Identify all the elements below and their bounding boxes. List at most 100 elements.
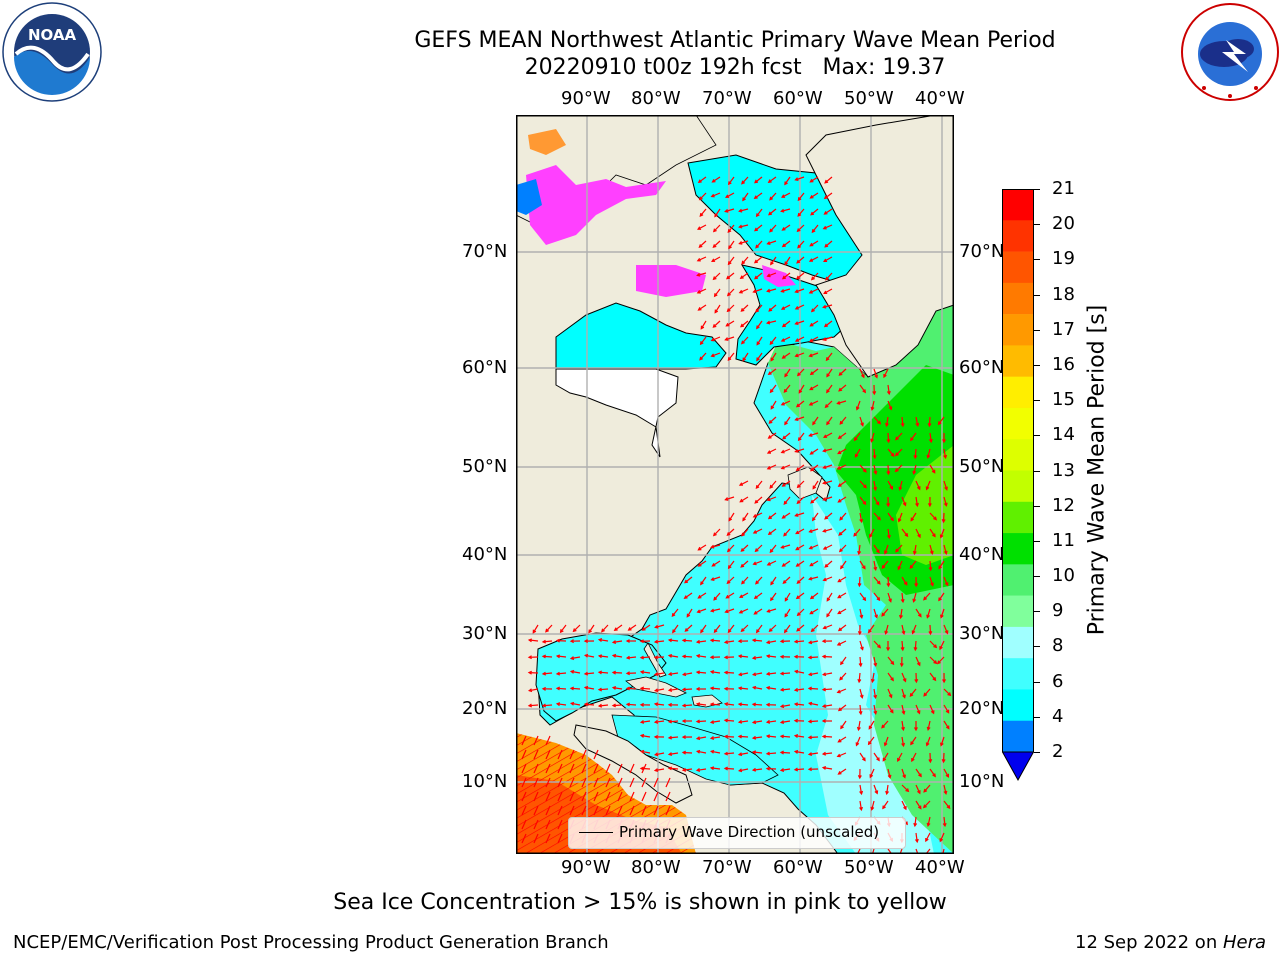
wave-direction-arrow <box>795 512 805 517</box>
wave-zone-11-12 <box>896 445 954 565</box>
wave-direction-arrow <box>901 704 905 714</box>
wave-direction-arrow <box>711 767 721 770</box>
wave-direction-arrow <box>940 528 945 538</box>
footer-date-text: 12 Sep 2022 on <box>1075 932 1223 953</box>
wave-direction-arrowhead <box>793 639 799 644</box>
wave-direction-arrowhead <box>797 437 802 442</box>
wave-direction-arrow <box>823 224 833 230</box>
wave-direction-arrowhead <box>917 534 921 539</box>
wave-direction-arrowhead <box>768 211 773 216</box>
wave-direction-arrow <box>655 720 665 723</box>
wave-direction-arrowhead <box>583 653 589 658</box>
colorbar-tick-label: 15 <box>1052 389 1075 411</box>
wave-direction-arrow <box>823 304 833 308</box>
wave-direction-arrowhead <box>874 790 879 795</box>
wave-direction-arrowhead <box>869 774 874 779</box>
wave-direction-arrowhead <box>859 646 864 651</box>
wave-direction-arrow <box>529 639 539 642</box>
wave-direction-arrow <box>753 288 763 293</box>
wave-direction-arrow <box>798 432 805 441</box>
wave-direction-arrowhead <box>840 661 844 666</box>
wave-direction-arrow <box>665 805 671 816</box>
wave-direction-arrowhead <box>793 734 799 738</box>
wave-direction-arrowhead <box>942 679 947 684</box>
wave-direction-arrowhead <box>938 597 942 602</box>
wave-direction-arrowhead <box>723 718 729 723</box>
wave-direction-arrowhead <box>695 719 700 724</box>
wave-direction-arrow <box>911 752 917 762</box>
wave-direction-arrow <box>913 464 917 474</box>
wave-direction-arrowhead <box>766 465 771 470</box>
wave-direction-arrow <box>557 763 563 774</box>
wave-direction-arrowhead <box>781 227 786 231</box>
wave-direction-arrow <box>810 496 819 504</box>
wave-direction-arrowhead <box>767 515 772 520</box>
wave-direction-arrow <box>533 749 539 760</box>
wave-direction-arrowhead <box>889 709 894 714</box>
wave-direction-arrow <box>808 687 819 690</box>
wave-direction-arrow <box>683 768 693 771</box>
wave-direction-arrowhead <box>751 702 757 707</box>
wave-direction-arrow <box>838 528 847 536</box>
wave-direction-arrow <box>533 805 539 816</box>
wave-direction-arrowhead <box>902 678 907 683</box>
wave-direction-arrowhead <box>740 563 745 568</box>
wave-direction-arrow <box>605 777 611 788</box>
wave-direction-arrow <box>824 240 833 248</box>
wave-direction-arrow <box>626 687 637 690</box>
wave-direction-arrow <box>929 464 936 474</box>
wave-direction-arrow <box>925 832 931 842</box>
wave-direction-arrow <box>809 336 819 342</box>
wave-direction-arrowhead <box>698 244 703 248</box>
wave-direction-arrow <box>915 480 921 490</box>
wave-direction-arrowhead <box>639 766 645 771</box>
wave-direction-arrow <box>698 560 707 567</box>
wave-direction-arrowhead <box>755 484 760 489</box>
wave-direction-arrowhead <box>714 213 718 218</box>
wave-direction-arrowhead <box>822 546 827 550</box>
wave-direction-arrowhead <box>639 639 644 644</box>
wave-direction-arrow <box>599 639 609 642</box>
wave-direction-arrow <box>640 767 651 770</box>
lon-label-bottom-40w: 40°W <box>915 857 965 878</box>
wave-direction-arrow <box>887 432 890 443</box>
wave-direction-arrowhead <box>738 672 743 677</box>
wave-direction-arrowhead <box>937 421 942 426</box>
wave-direction-arrow <box>943 720 950 729</box>
wave-direction-arrowhead <box>779 639 784 644</box>
wave-direction-arrowhead <box>765 766 770 771</box>
wave-direction-arrow <box>823 480 833 484</box>
wave-direction-arrow <box>557 833 563 844</box>
wave-direction-arrow <box>824 208 833 215</box>
wave-direction-arrowhead <box>695 686 700 691</box>
wave-direction-arrow <box>697 608 707 613</box>
wave-direction-arrow <box>768 208 777 216</box>
wave-direction-arrow <box>766 640 777 644</box>
wave-direction-arrow <box>545 749 551 760</box>
wave-direction-arrowhead <box>699 212 704 218</box>
lat-label-right-70n: 70°N <box>959 241 1005 262</box>
wave-direction-arrowhead <box>541 639 547 644</box>
wave-direction-arrowhead <box>752 530 757 534</box>
wave-direction-arrow <box>655 752 665 756</box>
wave-direction-arrowhead <box>794 177 799 181</box>
wave-direction-arrowhead <box>904 533 909 538</box>
wave-direction-arrow <box>809 672 819 676</box>
wave-direction-arrow <box>914 640 917 651</box>
wave-direction-arrow <box>655 703 665 706</box>
colorbar-label: Primary Wave Mean Period [s] <box>1084 304 1110 636</box>
wave-direction-arrowhead <box>809 562 814 567</box>
wave-direction-arrowhead <box>545 628 549 633</box>
wave-direction-arrow <box>837 752 847 757</box>
colorbar-segment <box>1002 345 1034 377</box>
colorbar-tick-mark <box>1034 294 1040 296</box>
wave-direction-arrow <box>809 256 819 262</box>
wave-direction-arrow <box>756 624 763 633</box>
wave-direction-arrow <box>700 336 707 345</box>
wave-direction-arrowhead <box>783 629 788 634</box>
wave-direction-arrowhead <box>740 628 745 633</box>
wave-direction-arrow <box>684 624 693 632</box>
wave-direction-arrowhead <box>822 225 827 230</box>
wave-direction-arrowhead <box>709 749 715 754</box>
wave-direction-arrowhead <box>737 639 742 644</box>
